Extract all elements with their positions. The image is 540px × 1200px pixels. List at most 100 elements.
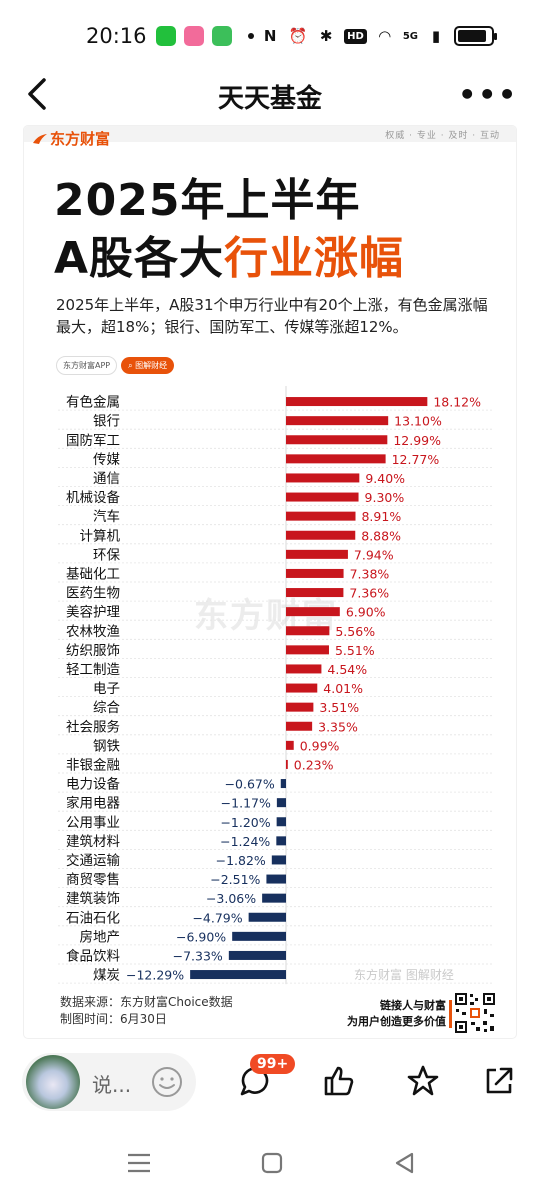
value-label: −12.29% (126, 968, 184, 983)
category-label: 美容护理 (66, 604, 120, 621)
value-label: −6.90% (176, 929, 226, 944)
value-label: −1.82% (216, 853, 266, 868)
column-tag-label: 图解财经 (135, 361, 168, 370)
category-label: 商贸零售 (66, 872, 120, 888)
footer-slogan-line-2: 为用户创造更多价值 (347, 1015, 446, 1028)
back-icon[interactable] (22, 74, 58, 114)
bar (286, 702, 314, 712)
battery-icon (454, 26, 497, 46)
brand-mark-icon (33, 133, 47, 144)
bar (286, 721, 313, 731)
category-label: 医药生物 (66, 586, 120, 602)
status-indicators: N ⏰ ✱ HD ◠ 5G ▮ (260, 26, 497, 46)
category-label: 综合 (93, 700, 120, 716)
app-notification-icon (156, 26, 176, 46)
category-label: 计算机 (80, 528, 121, 544)
headline-line-2: A股各大行业涨幅 (54, 222, 404, 286)
recent-apps-icon[interactable] (126, 1150, 152, 1176)
bar (276, 798, 286, 808)
like-icon[interactable] (322, 1064, 356, 1098)
comment-count-badge: 99+ (250, 1054, 296, 1074)
value-label: 12.77% (392, 452, 440, 467)
bar (286, 549, 348, 559)
chart-date-line: 制图时间：6月30日 (60, 1012, 167, 1026)
footer-accent-bar (449, 1000, 452, 1028)
more-notifications-dot-icon (248, 33, 254, 39)
bar (286, 492, 359, 502)
headline-line-2-plain: A股各大 (54, 233, 225, 284)
bar (286, 645, 329, 655)
qr-code-icon (454, 992, 496, 1034)
page-title: 天天基金 (217, 84, 322, 114)
bar (248, 912, 286, 922)
bar (286, 473, 360, 483)
value-label: −0.67% (225, 777, 275, 792)
comment-input[interactable]: 说... (22, 1053, 196, 1111)
app-notification-icon (184, 26, 204, 46)
category-label: 煤炭 (93, 968, 120, 984)
category-label: 通信 (93, 471, 120, 487)
home-icon[interactable] (259, 1150, 285, 1176)
value-label: 7.36% (349, 586, 389, 601)
favorite-star-icon[interactable] (406, 1064, 440, 1098)
category-label: 石油石化 (66, 910, 120, 926)
value-label: −1.24% (220, 834, 270, 849)
bar (232, 931, 286, 941)
footer-slogan: 链接人与财富 为用户创造更多价值 (347, 998, 446, 1030)
bar (271, 855, 286, 865)
value-label: 4.54% (327, 662, 367, 677)
bluetooth-icon: ✱ (319, 27, 333, 45)
category-label: 家用电器 (66, 795, 120, 812)
category-label: 房地产 (80, 929, 121, 945)
headline-line-1: 2025年上半年 (54, 175, 361, 226)
value-label: 8.91% (361, 509, 401, 524)
category-label: 食品饮料 (66, 947, 120, 964)
status-time: 20:16 (86, 24, 147, 48)
category-label: 非银金融 (66, 757, 120, 773)
status-app-icons (156, 26, 254, 46)
more-options-icon[interactable]: ••• (458, 78, 518, 111)
category-label: 有色金属 (66, 394, 120, 411)
hd-icon: HD (344, 28, 367, 44)
value-label: 9.30% (365, 490, 405, 505)
value-label: 0.99% (300, 738, 340, 753)
value-label: 13.10% (394, 414, 442, 429)
headline-line-2-highlight: 行业涨幅 (224, 233, 405, 284)
category-label: 建筑装饰 (66, 891, 120, 907)
value-label: 7.94% (354, 547, 394, 562)
bar (276, 836, 286, 846)
category-label: 轻工制造 (66, 662, 120, 678)
emoji-icon[interactable] (150, 1065, 184, 1099)
value-label: −7.33% (173, 948, 223, 963)
footer-slogan-line-1: 链接人与财富 (380, 999, 446, 1012)
value-label: −3.06% (206, 891, 256, 906)
bar (286, 530, 356, 540)
system-navigation-bar (0, 1128, 540, 1200)
value-label: −1.17% (221, 796, 271, 811)
category-label: 公用事业 (66, 815, 120, 831)
source-tags: 东方财富APP ⌕ 图解财经 (56, 356, 175, 375)
bar (286, 626, 330, 636)
bar (286, 683, 318, 693)
nfc-icon: N (263, 27, 277, 45)
top-nav-bar: 天天基金 ••• (0, 72, 540, 120)
chart-subtitle: 2025年上半年，A股31个申万行业中有20个上涨，有色金属涨幅最大，超18%；… (56, 296, 488, 336)
category-label: 汽车 (93, 508, 120, 525)
value-label: 9.40% (365, 471, 405, 486)
value-label: 4.01% (323, 681, 363, 696)
category-label: 银行 (93, 414, 120, 430)
card-header-strip (24, 126, 516, 142)
share-icon[interactable] (482, 1064, 516, 1098)
bar (266, 874, 286, 884)
comment-icon[interactable] (238, 1064, 272, 1098)
bottom-action-bar: 说... 99+ (0, 1040, 540, 1124)
value-label: 8.88% (361, 528, 401, 543)
bar (286, 511, 356, 521)
bar (276, 817, 286, 827)
category-label: 传媒 (93, 452, 120, 468)
system-back-icon[interactable] (392, 1150, 418, 1176)
category-label: 钢铁 (93, 738, 120, 754)
value-label: −2.51% (210, 872, 260, 887)
brand-slogan: 权威 · 专业 · 及时 · 互动 (385, 131, 500, 141)
value-label: 0.23% (294, 757, 334, 772)
